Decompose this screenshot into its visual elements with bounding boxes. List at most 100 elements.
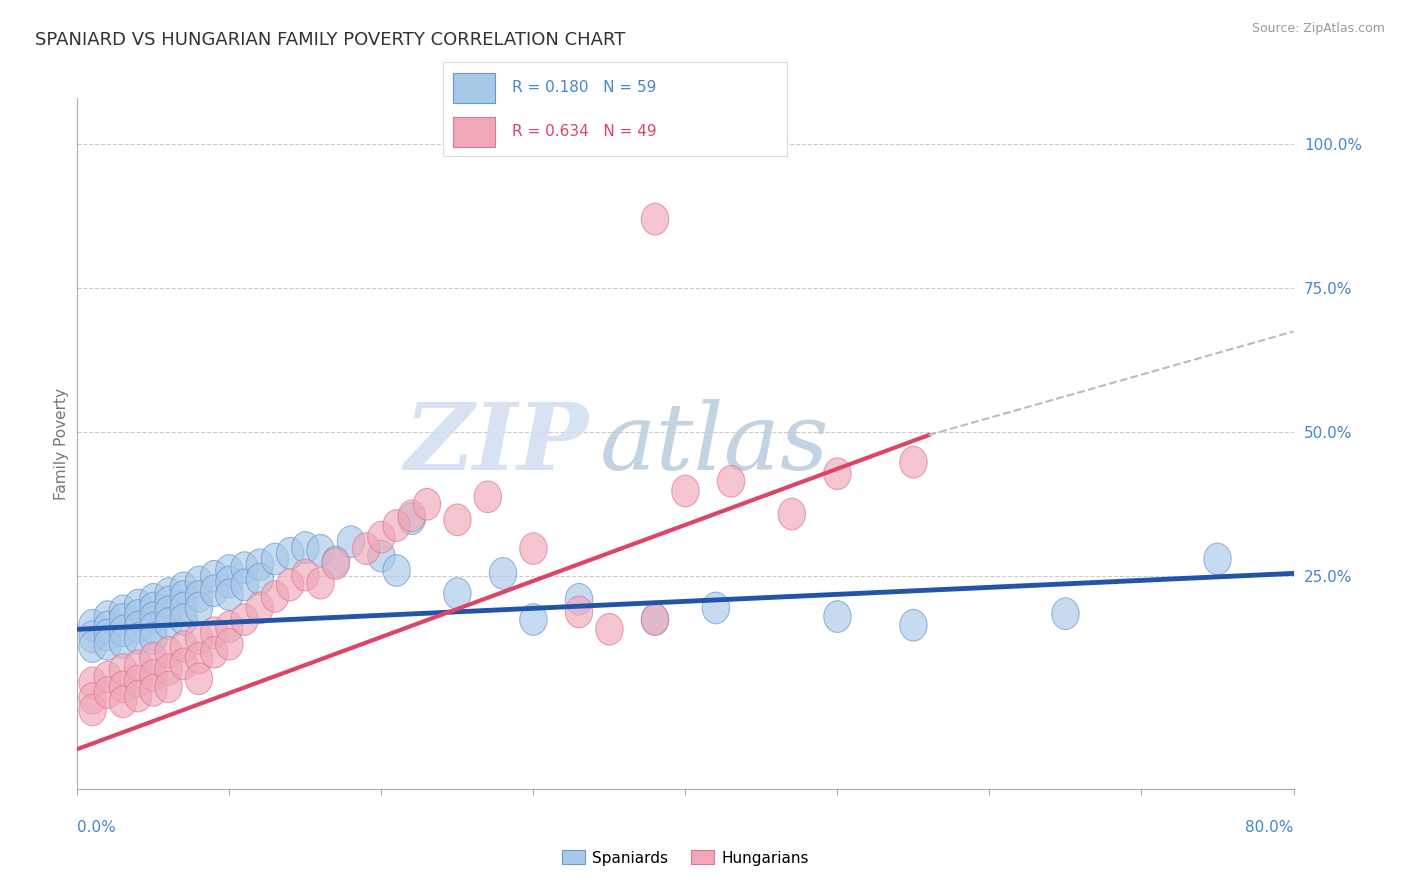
Ellipse shape — [125, 590, 152, 621]
Ellipse shape — [125, 649, 152, 681]
Ellipse shape — [307, 534, 335, 566]
Ellipse shape — [110, 686, 136, 718]
Ellipse shape — [277, 537, 304, 569]
Ellipse shape — [110, 604, 136, 635]
Ellipse shape — [94, 628, 121, 660]
Ellipse shape — [641, 604, 669, 635]
Ellipse shape — [94, 619, 121, 651]
Ellipse shape — [1052, 598, 1080, 630]
Ellipse shape — [307, 567, 335, 599]
Ellipse shape — [155, 578, 183, 609]
Ellipse shape — [641, 604, 669, 635]
Ellipse shape — [246, 564, 273, 595]
Ellipse shape — [79, 682, 107, 714]
Ellipse shape — [139, 642, 167, 674]
Ellipse shape — [79, 667, 107, 698]
Ellipse shape — [139, 602, 167, 633]
Ellipse shape — [474, 481, 502, 513]
Ellipse shape — [94, 661, 121, 693]
Text: R = 0.180   N = 59: R = 0.180 N = 59 — [512, 80, 657, 95]
Ellipse shape — [231, 604, 259, 635]
Ellipse shape — [79, 694, 107, 726]
Ellipse shape — [139, 612, 167, 644]
Ellipse shape — [155, 637, 183, 668]
Ellipse shape — [337, 526, 364, 558]
Ellipse shape — [246, 549, 273, 581]
Ellipse shape — [125, 681, 152, 712]
Ellipse shape — [186, 623, 212, 655]
Ellipse shape — [291, 559, 319, 591]
Ellipse shape — [94, 677, 121, 708]
Ellipse shape — [125, 665, 152, 697]
Ellipse shape — [322, 546, 350, 578]
Ellipse shape — [246, 592, 273, 624]
Ellipse shape — [596, 614, 623, 645]
Ellipse shape — [79, 609, 107, 641]
Text: R = 0.634   N = 49: R = 0.634 N = 49 — [512, 124, 657, 139]
Ellipse shape — [125, 611, 152, 643]
Ellipse shape — [291, 532, 319, 564]
Ellipse shape — [215, 566, 243, 598]
Ellipse shape — [215, 628, 243, 660]
Ellipse shape — [368, 521, 395, 553]
Ellipse shape — [201, 617, 228, 648]
Ellipse shape — [231, 552, 259, 583]
Ellipse shape — [368, 541, 395, 572]
Ellipse shape — [110, 615, 136, 647]
Legend: Spaniards, Hungarians: Spaniards, Hungarians — [555, 845, 815, 871]
Ellipse shape — [398, 503, 426, 534]
Ellipse shape — [717, 466, 745, 497]
Ellipse shape — [489, 558, 516, 590]
Ellipse shape — [520, 604, 547, 635]
Ellipse shape — [824, 600, 851, 632]
Ellipse shape — [824, 458, 851, 490]
Y-axis label: Family Poverty: Family Poverty — [53, 388, 69, 500]
Ellipse shape — [155, 654, 183, 685]
Ellipse shape — [110, 627, 136, 658]
Ellipse shape — [110, 654, 136, 685]
Ellipse shape — [641, 203, 669, 235]
Ellipse shape — [900, 609, 927, 641]
Ellipse shape — [231, 569, 259, 600]
Ellipse shape — [139, 659, 167, 691]
Ellipse shape — [215, 579, 243, 610]
Ellipse shape — [125, 623, 152, 655]
Bar — [453, 73, 495, 103]
Ellipse shape — [170, 631, 197, 663]
Ellipse shape — [170, 604, 197, 635]
Ellipse shape — [139, 674, 167, 706]
Ellipse shape — [155, 607, 183, 640]
Ellipse shape — [565, 596, 593, 628]
Ellipse shape — [900, 446, 927, 478]
Ellipse shape — [186, 581, 212, 612]
Ellipse shape — [778, 499, 806, 530]
Text: 0.0%: 0.0% — [77, 821, 117, 835]
Ellipse shape — [201, 637, 228, 668]
Ellipse shape — [1204, 543, 1232, 574]
Text: 80.0%: 80.0% — [1246, 821, 1294, 835]
Ellipse shape — [520, 533, 547, 565]
Ellipse shape — [565, 583, 593, 615]
Ellipse shape — [170, 581, 197, 612]
Ellipse shape — [322, 548, 350, 580]
Text: ZIP: ZIP — [404, 399, 588, 489]
Ellipse shape — [215, 555, 243, 586]
Ellipse shape — [155, 586, 183, 618]
Text: Source: ZipAtlas.com: Source: ZipAtlas.com — [1251, 22, 1385, 36]
Ellipse shape — [702, 592, 730, 624]
Ellipse shape — [155, 596, 183, 628]
Ellipse shape — [201, 574, 228, 607]
Ellipse shape — [94, 611, 121, 643]
Ellipse shape — [262, 543, 288, 574]
Ellipse shape — [139, 623, 167, 655]
Bar — [453, 117, 495, 147]
Ellipse shape — [413, 489, 440, 520]
Text: SPANIARD VS HUNGARIAN FAMILY POVERTY CORRELATION CHART: SPANIARD VS HUNGARIAN FAMILY POVERTY COR… — [35, 31, 626, 49]
Ellipse shape — [277, 569, 304, 600]
Ellipse shape — [382, 555, 411, 586]
Ellipse shape — [170, 572, 197, 604]
Ellipse shape — [125, 599, 152, 632]
Ellipse shape — [444, 504, 471, 536]
Ellipse shape — [186, 592, 212, 624]
Ellipse shape — [186, 642, 212, 674]
